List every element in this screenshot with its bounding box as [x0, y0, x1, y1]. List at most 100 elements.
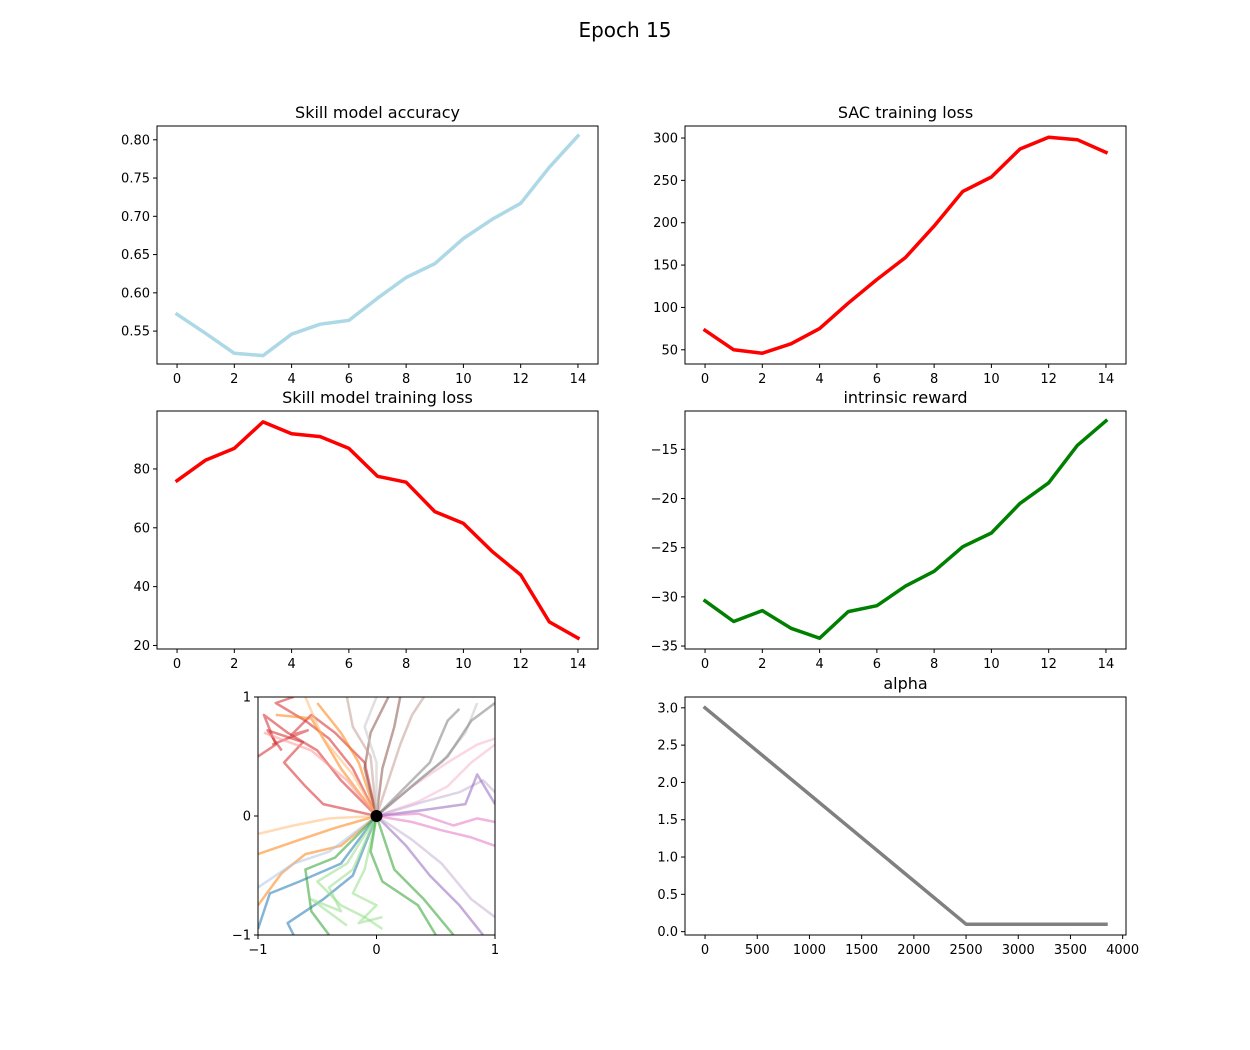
x-tick-label: 6	[873, 372, 881, 387]
y-tick-label: 40	[133, 580, 150, 595]
axes-frame	[684, 410, 1127, 650]
subplot-title: Skill model accuracy	[295, 103, 460, 122]
series-line	[174, 420, 581, 641]
x-tick-label: 0	[701, 943, 709, 958]
subplot-title: Skill model training loss	[282, 388, 473, 407]
trajectory-line	[375, 815, 485, 935]
x-tick-label: 0	[372, 943, 380, 958]
plot-area	[702, 705, 1108, 926]
x-tick-label: 1000	[793, 943, 826, 958]
y-tick-label: 20	[133, 639, 150, 654]
x-tick-label: 1	[491, 943, 499, 958]
trajectory-line	[316, 815, 384, 931]
y-tick-label: 0	[243, 810, 251, 825]
y-tick-label: 0.55	[121, 325, 150, 340]
trajectory-line	[351, 815, 383, 925]
trajectory-line	[263, 731, 378, 817]
trajectory-line	[258, 713, 378, 817]
x-tick-label: 4	[815, 372, 823, 387]
y-tick-label: −25	[651, 541, 678, 556]
y-tick-label: −15	[651, 443, 678, 458]
y-tick-label: 100	[653, 301, 678, 316]
trajectory-line	[258, 815, 378, 889]
trajectory-line	[258, 815, 378, 930]
subplot-alpha: alpha 0 500 1000 1500 2000 2500 3000 3500 4000 0.0…	[657, 674, 1139, 958]
trajectory-line	[258, 814, 377, 856]
x-tick-label: 10	[983, 657, 1000, 672]
trajectory-line	[258, 815, 378, 907]
x-tick-label: 2	[758, 657, 766, 672]
x-tick-label: 14	[1098, 657, 1115, 672]
x-tick-label: 3000	[1002, 943, 1035, 958]
y-tick-label: 0.80	[121, 133, 150, 148]
y-tick-label: 2.5	[657, 739, 678, 754]
y-tick-label: 2.0	[657, 776, 678, 791]
trajectory-line	[266, 729, 377, 818]
y-tick-label: 1.0	[657, 851, 678, 866]
y-tick-label: 1	[243, 691, 251, 706]
x-tick-label: 0	[173, 372, 181, 387]
series-line	[174, 133, 581, 358]
x-tick-label: 2000	[897, 943, 930, 958]
trajectory-line	[304, 697, 378, 817]
x-tick-label: 8	[930, 372, 938, 387]
x-tick-label: 10	[455, 372, 472, 387]
subplot-skill_acc: Skill model accuracy 0 2 4 6 8 10 12 14 0.55 0.60 0…	[121, 103, 599, 387]
subplot-intrinsic: intrinsic reward 0 2 4 6 8 10 12 14 −35 −30 −25 −20 −…	[651, 388, 1127, 672]
subplot-sac_loss: SAC training loss 0 2 4 6 8 10 12 14 50 100 150 200 2…	[653, 103, 1127, 387]
trajectory-line	[375, 815, 455, 935]
trajectory-line	[375, 702, 495, 817]
y-tick-label: 0.5	[657, 888, 678, 903]
y-tick-label: −35	[651, 640, 678, 655]
x-tick-label: 500	[745, 943, 770, 958]
x-tick-label: 2	[230, 657, 238, 672]
trajectory-line	[304, 815, 378, 935]
trajectory-line	[310, 815, 378, 927]
y-tick-label: 60	[133, 521, 150, 536]
trajectory-line	[375, 702, 479, 817]
axes-frame	[684, 696, 1127, 936]
trajectory-line	[286, 815, 378, 935]
x-tick-label: 0	[701, 657, 709, 672]
subplot-skill_loss: Skill model training loss 0 2 4 6 8 10 12 14 20 40…	[133, 388, 599, 672]
x-tick-label: 6	[873, 657, 881, 672]
y-tick-label: 0.0	[657, 925, 678, 940]
trajectory-line	[376, 773, 495, 818]
series-line	[702, 705, 1108, 926]
y-tick-label: −20	[651, 492, 678, 507]
x-tick-label: 8	[402, 372, 410, 387]
plot-area	[702, 418, 1109, 640]
y-tick-label: 1.5	[657, 813, 678, 828]
subplot-title: intrinsic reward	[843, 388, 967, 407]
x-tick-label: 8	[930, 657, 938, 672]
x-tick-label: 8	[402, 657, 410, 672]
plot-area	[174, 133, 581, 358]
trajectory-line	[376, 812, 495, 827]
x-tick-label: 4	[815, 657, 823, 672]
y-tick-label: 0.75	[121, 172, 150, 187]
y-tick-label: 0.60	[121, 286, 150, 301]
x-tick-label: 0	[701, 372, 709, 387]
y-tick-label: −30	[651, 590, 678, 605]
x-tick-label: 0	[173, 657, 181, 672]
trajectory-line	[316, 702, 378, 817]
y-tick-label: 200	[653, 216, 678, 231]
trajectory-line	[376, 779, 495, 818]
series-line	[702, 135, 1109, 355]
trajectory-line	[363, 697, 378, 816]
trajectory-line	[375, 708, 461, 817]
x-tick-label: 6	[345, 657, 353, 672]
x-tick-label: 3500	[1054, 943, 1087, 958]
x-tick-label: 14	[1098, 372, 1115, 387]
x-tick-label: 10	[983, 372, 1000, 387]
plot-area	[258, 697, 495, 935]
x-tick-label: −1	[248, 943, 267, 958]
x-tick-label: 2	[758, 372, 766, 387]
x-tick-label: 4	[287, 657, 295, 672]
axes-frame	[156, 410, 599, 650]
x-tick-label: 2500	[950, 943, 983, 958]
subplot-title: alpha	[883, 674, 927, 693]
x-tick-label: 10	[455, 657, 472, 672]
x-tick-label: 14	[570, 657, 587, 672]
